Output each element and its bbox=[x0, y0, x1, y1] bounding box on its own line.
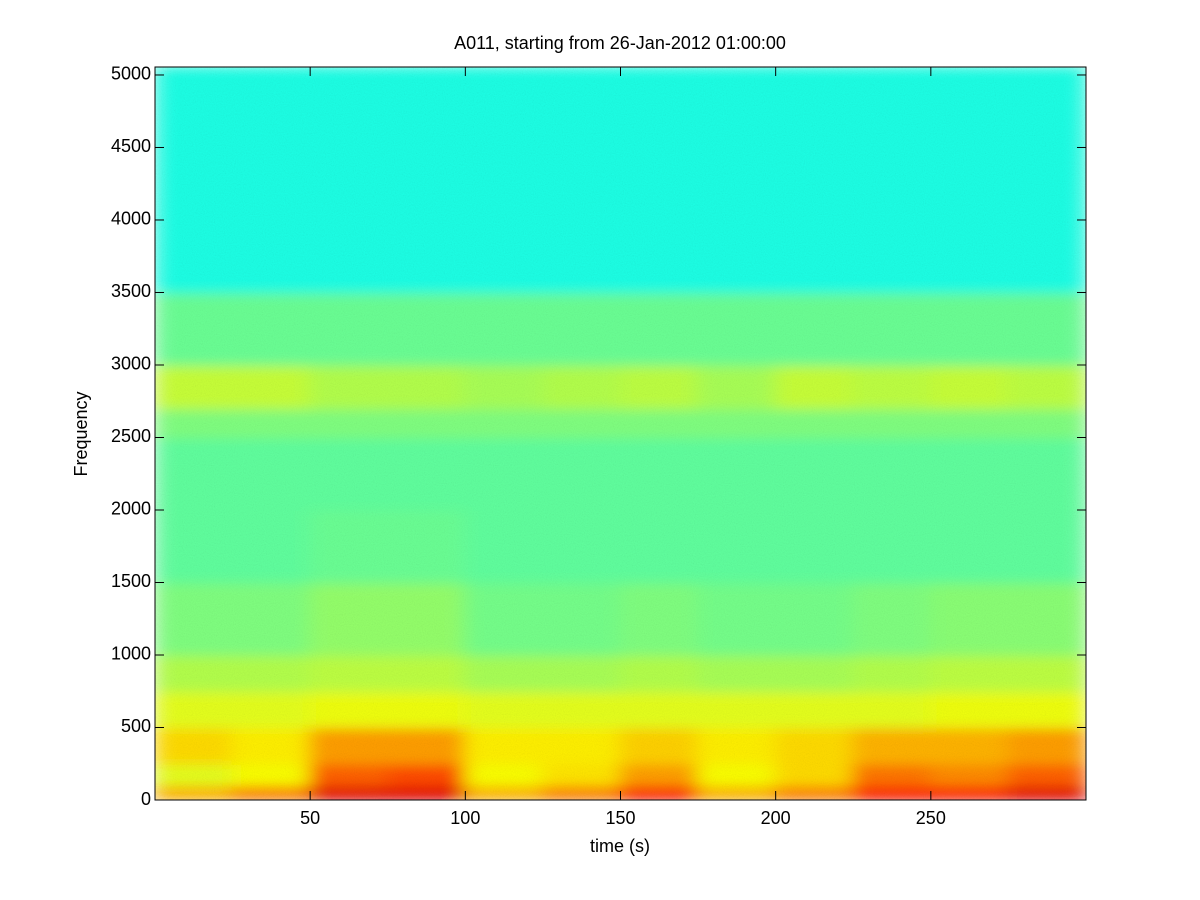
x-tick-label: 250 bbox=[916, 808, 946, 828]
noise-texture bbox=[155, 67, 1086, 800]
x-tick-label: 150 bbox=[605, 808, 635, 828]
spectrogram bbox=[155, 67, 1086, 800]
y-tick-label: 5000 bbox=[111, 64, 151, 84]
axes: 50 100 150 200 25005001000150020002500300035… bbox=[111, 64, 1086, 828]
y-tick-label: 2000 bbox=[111, 499, 151, 519]
y-tick-label: 0 bbox=[141, 789, 151, 809]
x-tick-label: 200 bbox=[761, 808, 791, 828]
y-axis-label: Frequency bbox=[71, 391, 91, 476]
chart-title: A011, starting from 26-Jan-2012 01:00:00 bbox=[454, 33, 786, 53]
x-tick-label: 100 bbox=[450, 808, 480, 828]
y-tick-label: 2500 bbox=[111, 426, 151, 446]
x-axis-label: time (s) bbox=[590, 836, 650, 856]
y-tick-label: 500 bbox=[121, 716, 151, 736]
x-tick-label: 50 bbox=[300, 808, 320, 828]
y-tick-label: 4000 bbox=[111, 209, 151, 229]
y-tick-label: 4500 bbox=[111, 136, 151, 156]
y-tick-label: 1500 bbox=[111, 571, 151, 591]
y-tick-label: 3000 bbox=[111, 354, 151, 374]
y-tick-label: 3500 bbox=[111, 281, 151, 301]
y-tick-label: 1000 bbox=[111, 644, 151, 664]
